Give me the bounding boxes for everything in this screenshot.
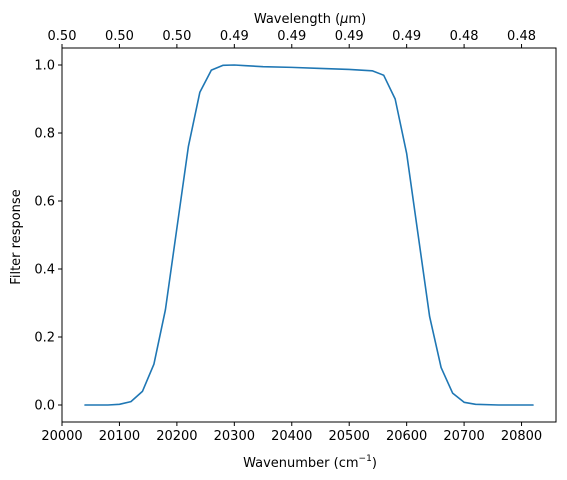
top-x-tick-label: 0.48 — [450, 29, 479, 44]
x-tick-label: 20700 — [443, 429, 484, 444]
top-x-tick-label: 0.49 — [220, 29, 249, 44]
y-tick-label: 0.8 — [34, 127, 55, 142]
x-tick-label: 20600 — [386, 429, 427, 444]
axes: 20000 20100 20200 20300 20400 20500 20600 20700… — [34, 29, 557, 444]
x-tick-label: 20100 — [99, 429, 140, 444]
y-tick-label: 0.2 — [34, 331, 55, 346]
top-x-axis-label: Wavelength (μm) — [254, 12, 366, 27]
y-tick-label: 0.0 — [34, 399, 55, 414]
top-x-tick-label: 0.50 — [105, 29, 134, 44]
top-x-tick-label: 0.49 — [392, 29, 421, 44]
x-tick-label: 20300 — [214, 429, 255, 444]
top-x-tick-label: 0.48 — [507, 29, 536, 44]
top-x-tick-label: 0.50 — [48, 29, 77, 44]
y-tick-label: 0.6 — [34, 195, 55, 210]
x-tick-label: 20200 — [156, 429, 197, 444]
plot-area — [84, 64, 534, 406]
top-x-tick-label: 0.50 — [162, 29, 191, 44]
y-tick-label: 1.0 — [34, 59, 55, 74]
top-x-tick-label: 0.49 — [335, 29, 364, 44]
x-tick-label: 20400 — [271, 429, 312, 444]
series-line-0 — [84, 64, 534, 406]
y-tick-label: 0.4 — [34, 263, 55, 278]
y-axis-label: Filter response — [9, 189, 24, 284]
axes-frame — [61, 47, 557, 423]
x-tick-label: 20800 — [501, 429, 542, 444]
x-tick-label: 20500 — [329, 429, 370, 444]
top-x-tick-label: 0.49 — [277, 29, 306, 44]
x-axis-label: Wavenumber (cm−1) — [243, 454, 377, 471]
x-tick-label: 20000 — [41, 429, 82, 444]
